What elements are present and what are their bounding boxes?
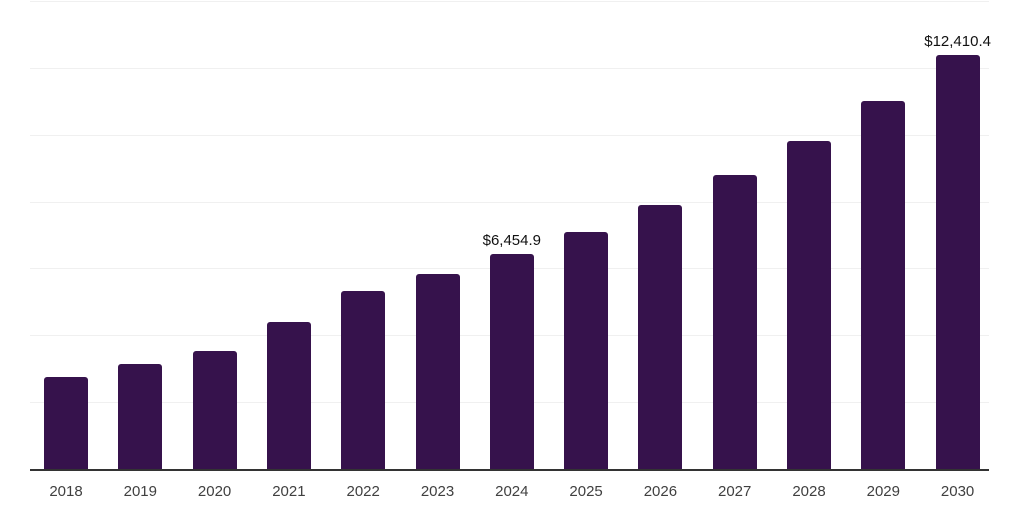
gridline (30, 1, 989, 2)
bar-2018 (44, 377, 88, 470)
bar-2030 (935, 55, 980, 470)
bar-2021 (266, 321, 311, 470)
x-tick-label-2030: 2030 (940, 483, 975, 500)
x-tick-label-2021: 2021 (272, 483, 306, 500)
bar-2026 (638, 204, 683, 470)
bar-value-label-2024: $6,454.9 (482, 232, 541, 250)
bar-2020 (192, 350, 237, 470)
x-tick-label-2020: 2020 (197, 483, 232, 500)
bar-2025 (564, 231, 609, 470)
x-tick-label-2025: 2025 (569, 483, 603, 500)
bar-2024 (489, 254, 534, 470)
plot-area: $6,454.9 $12,410.4 (30, 1, 991, 471)
bar-2019 (118, 364, 163, 470)
x-tick-label-2022: 2022 (346, 483, 380, 500)
gridline (30, 67, 989, 69)
x-tick-label-2024: 2024 (495, 483, 529, 500)
x-tick-label-2029: 2029 (866, 483, 900, 500)
x-tick-label-2027: 2027 (718, 483, 752, 500)
bar-2027 (712, 174, 757, 470)
x-tick-label-2019: 2019 (123, 483, 157, 500)
x-tick-label-2026: 2026 (643, 483, 678, 500)
bar-2022 (341, 291, 386, 470)
bar-2029 (861, 100, 906, 470)
gridline (30, 201, 989, 203)
bar-2023 (415, 274, 460, 470)
bar-2028 (787, 140, 831, 470)
bar-value-label-2030: $12,410.4 (924, 33, 991, 51)
gridline (30, 134, 989, 136)
x-tick-label-2028: 2028 (792, 483, 826, 500)
x-axis-line (30, 469, 989, 471)
x-tick-label-2018: 2018 (49, 483, 83, 500)
x-tick-label-2023: 2023 (420, 483, 455, 500)
